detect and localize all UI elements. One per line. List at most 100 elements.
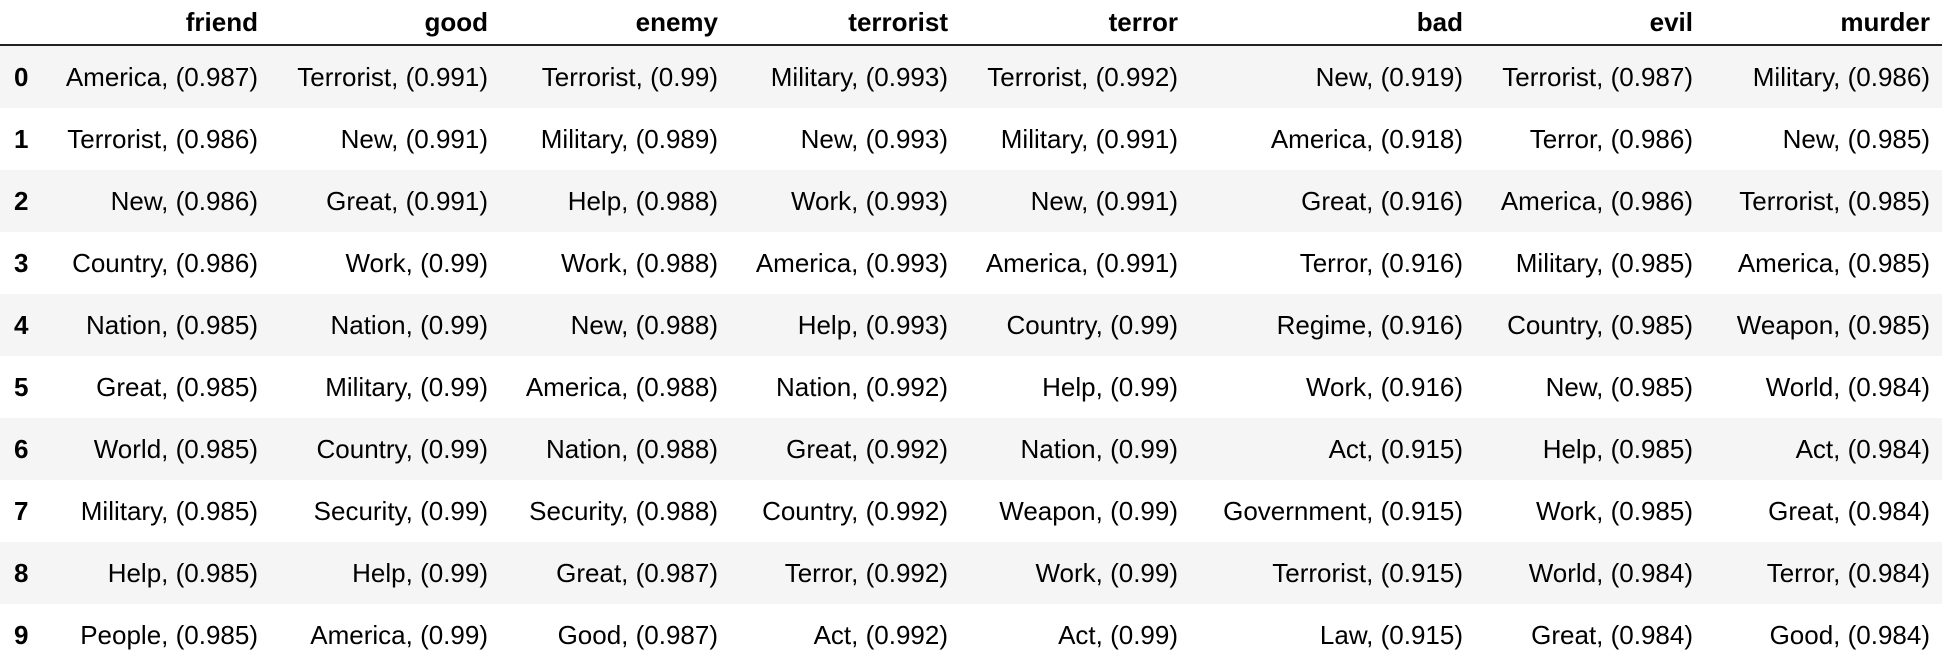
table-cell-bad: Work, (0.916) — [1305, 371, 1463, 402]
table-cell-evil: America, (0.986) — [1500, 185, 1693, 216]
table-row: 0 America, (0.987) Terrorist, (0.991) Terro… — [0, 45, 1942, 108]
table-cell-terror: Nation, (0.99) — [1020, 433, 1178, 464]
table-cell-friend: Country, (0.986) — [72, 247, 258, 278]
table-cell-terror: America, (0.991) — [985, 247, 1178, 278]
table-cell-bad: Terror, (0.916) — [1299, 247, 1463, 278]
row-index: 9 — [14, 619, 29, 650]
table-row: 2 New, (0.986) Great, (0.991) Help, (0.988)… — [0, 170, 1942, 232]
table-cell-friend: Terrorist, (0.986) — [67, 123, 258, 154]
table-cell-friend: World, (0.985) — [93, 433, 258, 464]
column-header-terrorist: terrorist — [730, 0, 960, 46]
table-cell-terrorist: Great, (0.992) — [786, 433, 948, 464]
table-cell-murder: Military, (0.986) — [1752, 61, 1930, 92]
table-row: 7 Military, (0.985) Security, (0.99) Securi… — [0, 480, 1942, 542]
table-cell-terrorist: Work, (0.993) — [790, 185, 948, 216]
table-cell-murder: Terror, (0.984) — [1766, 557, 1930, 588]
table-cell-enemy: New, (0.988) — [570, 309, 718, 340]
table-cell-enemy: Nation, (0.988) — [546, 433, 718, 464]
table-cell-evil: Terrorist, (0.987) — [1502, 61, 1693, 92]
table-cell-friend: Great, (0.985) — [96, 371, 258, 402]
index-header — [0, 0, 40, 46]
table-cell-terrorist: New, (0.993) — [800, 123, 948, 154]
table-cell-bad: Regime, (0.916) — [1276, 309, 1463, 340]
table-cell-evil: Great, (0.984) — [1531, 619, 1693, 650]
table-cell-bad: Act, (0.915) — [1328, 433, 1463, 464]
table-cell-terror: Work, (0.99) — [1035, 557, 1178, 588]
column-header-enemy: enemy — [500, 0, 730, 46]
table-cell-murder: Good, (0.984) — [1769, 619, 1930, 650]
table-cell-terrorist: Military, (0.993) — [770, 61, 948, 92]
table-cell-enemy: Military, (0.989) — [540, 123, 718, 154]
row-index: 1 — [14, 123, 29, 154]
table-cell-good: Work, (0.99) — [345, 247, 488, 278]
table-cell-murder: Great, (0.984) — [1768, 495, 1930, 526]
table-cell-murder: Act, (0.984) — [1795, 433, 1930, 464]
table-cell-evil: Terror, (0.986) — [1529, 123, 1693, 154]
row-index: 8 — [14, 557, 29, 588]
table-cell-good: America, (0.99) — [310, 619, 488, 650]
table-cell-murder: America, (0.985) — [1737, 247, 1930, 278]
row-index: 3 — [14, 247, 29, 278]
table-header: friend good enemy terrorist terror bad e… — [0, 0, 1942, 46]
table-cell-good: Great, (0.991) — [326, 185, 488, 216]
table-cell-good: Security, (0.99) — [313, 495, 488, 526]
table-row: 5 Great, (0.985) Military, (0.99) America, … — [0, 356, 1942, 418]
row-index: 2 — [14, 185, 29, 216]
table-cell-friend: Military, (0.985) — [80, 495, 258, 526]
table-cell-good: Help, (0.99) — [352, 557, 488, 588]
table-cell-good: Nation, (0.99) — [330, 309, 488, 340]
table-cell-good: Terrorist, (0.991) — [297, 61, 488, 92]
table-cell-terror: Weapon, (0.99) — [999, 495, 1178, 526]
table-cell-murder: New, (0.985) — [1782, 123, 1930, 154]
table-row: 4 Nation, (0.985) Nation, (0.99) New, (0.98… — [0, 294, 1942, 356]
column-header-friend: friend — [40, 0, 270, 46]
table-cell-friend: Help, (0.985) — [107, 557, 258, 588]
table-cell-terror: Country, (0.99) — [1006, 309, 1178, 340]
table-cell-terrorist: Act, (0.992) — [813, 619, 948, 650]
table-cell-evil: New, (0.985) — [1545, 371, 1693, 402]
table-cell-good: New, (0.991) — [340, 123, 488, 154]
row-index: 7 — [14, 495, 29, 526]
column-header-bad: bad — [1190, 0, 1475, 46]
table-cell-evil: Help, (0.985) — [1542, 433, 1693, 464]
table-cell-terrorist: America, (0.993) — [755, 247, 948, 278]
table-cell-enemy: Good, (0.987) — [557, 619, 718, 650]
table-cell-evil: Work, (0.985) — [1535, 495, 1693, 526]
table-cell-murder: Weapon, (0.985) — [1736, 309, 1930, 340]
column-header-good: good — [270, 0, 500, 46]
table-row: 3 Country, (0.986) Work, (0.99) Work, (0.98… — [0, 232, 1942, 294]
table-cell-terrorist: Terror, (0.992) — [784, 557, 948, 588]
table-row: 9 People, (0.985) America, (0.99) Good, (0.… — [0, 604, 1942, 666]
table-cell-terrorist: Country, (0.992) — [762, 495, 948, 526]
table-cell-evil: Country, (0.985) — [1507, 309, 1693, 340]
table-cell-enemy: Help, (0.988) — [567, 185, 718, 216]
table-cell-enemy: Terrorist, (0.99) — [541, 61, 718, 92]
row-index: 5 — [14, 371, 29, 402]
table-cell-murder: World, (0.984) — [1765, 371, 1930, 402]
table-row: 1 Terrorist, (0.986) New, (0.991) Military,… — [0, 108, 1942, 170]
table-cell-friend: People, (0.985) — [80, 619, 258, 650]
table-cell-friend: America, (0.987) — [65, 61, 258, 92]
table-cell-enemy: Work, (0.988) — [560, 247, 718, 278]
row-index: 6 — [14, 433, 29, 464]
table-cell-enemy: Great, (0.987) — [556, 557, 718, 588]
table-cell-bad: New, (0.919) — [1315, 61, 1463, 92]
table-cell-bad: Great, (0.916) — [1301, 185, 1463, 216]
table-cell-good: Country, (0.99) — [316, 433, 488, 464]
column-header-evil: evil — [1475, 0, 1705, 46]
row-index: 4 — [14, 309, 29, 340]
table-cell-enemy: America, (0.988) — [525, 371, 718, 402]
table-cell-terror: New, (0.991) — [1030, 185, 1178, 216]
table-row: 6 World, (0.985) Country, (0.99) Nation, (0… — [0, 418, 1942, 480]
table-cell-bad: America, (0.918) — [1270, 123, 1463, 154]
table-cell-terrorist: Nation, (0.992) — [776, 371, 948, 402]
table-row: 8 Help, (0.985) Help, (0.99) Great, (0.987)… — [0, 542, 1942, 604]
table-body: 0 America, (0.987) Terrorist, (0.991) Terro… — [0, 45, 1942, 666]
table-cell-bad: Government, (0.915) — [1223, 495, 1463, 526]
header-row: friend good enemy terrorist terror bad e… — [0, 0, 1942, 46]
column-header-murder: murder — [1705, 0, 1942, 46]
table-cell-terror: Help, (0.99) — [1042, 371, 1178, 402]
table-cell-murder: Terrorist, (0.985) — [1739, 185, 1930, 216]
table-cell-evil: Military, (0.985) — [1515, 247, 1693, 278]
